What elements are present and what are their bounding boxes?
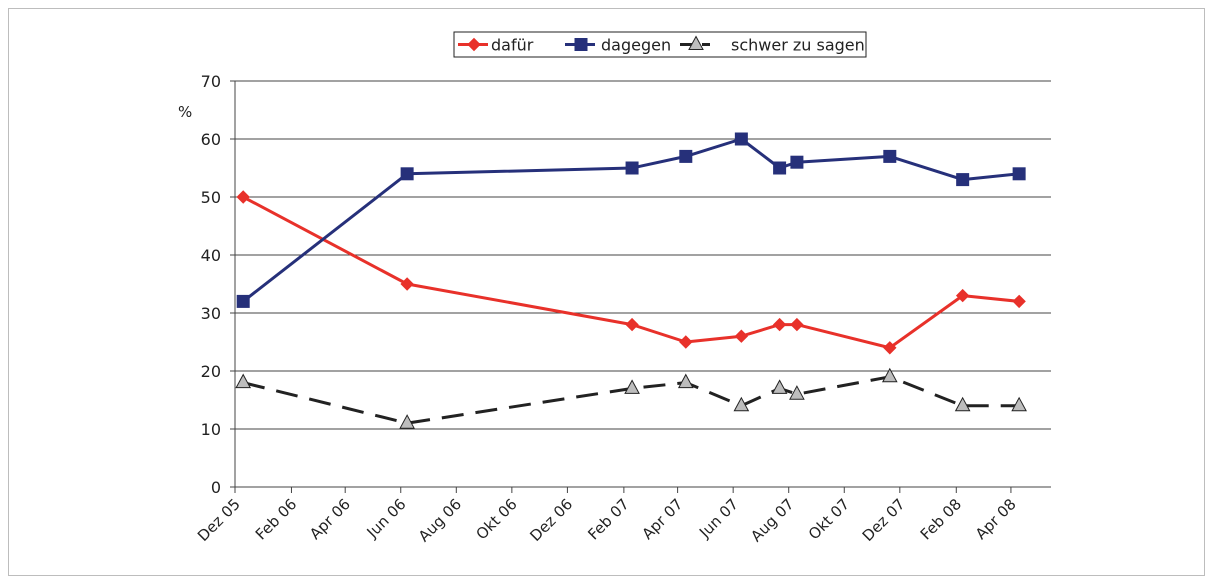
series-2	[236, 132, 1026, 308]
x-tick-label: Apr 07	[638, 495, 686, 543]
legend-box	[453, 31, 867, 58]
data-point	[400, 277, 414, 291]
y-tick-label: 10	[201, 420, 221, 439]
data-point	[1012, 167, 1026, 181]
series-line	[242, 195, 1020, 350]
data-point	[881, 367, 898, 383]
x-tick-label: Aug 06	[415, 495, 465, 545]
data-point	[677, 373, 694, 389]
series-line	[242, 375, 1020, 425]
x-tick-label: Dez 05	[194, 495, 244, 545]
chart-frame	[8, 8, 1205, 576]
x-axis-ticks: Dez 05 Feb 06 Apr 06 Jun 06 Aug 06 Okt 06 Dez …	[194, 487, 1020, 545]
data-point	[790, 317, 804, 332]
legend: dafür dagegen schwer zu sagen	[453, 31, 867, 58]
x-tick-label: Jun 06	[363, 495, 410, 542]
series-line	[242, 137, 1020, 303]
y-axis-ticks: 0 10 20 30 40 50 60 70	[201, 72, 235, 497]
data-point	[1012, 294, 1026, 309]
x-tick-label: Apr 06	[306, 495, 354, 543]
legend-swatch-marker	[467, 37, 481, 52]
x-tick-label: Dez 07	[859, 495, 909, 545]
data-point	[734, 329, 749, 343]
series-1	[236, 190, 1026, 355]
data-point	[679, 149, 693, 163]
data-point	[773, 161, 787, 175]
y-tick-label: 30	[201, 304, 221, 323]
x-tick-label: Apr 08	[972, 495, 1020, 543]
legend-label: dagegen	[601, 36, 671, 55]
x-tick-label: Aug 07	[747, 495, 797, 545]
y-axis-label: %	[178, 103, 192, 121]
x-tick-label: Feb 08	[917, 495, 965, 543]
x-tick-label: Jun 07	[695, 495, 742, 542]
data-point	[625, 161, 639, 175]
legend-swatch-marker	[688, 35, 704, 50]
series-3	[235, 367, 1027, 429]
legend-swatch-marker	[574, 38, 588, 51]
data-point	[236, 190, 250, 204]
x-tick-label: Okt 06	[472, 495, 520, 543]
x-tick-label: Feb 06	[252, 495, 300, 543]
legend-label: dafür	[491, 36, 534, 55]
x-tick-label: Okt 07	[805, 495, 853, 543]
data-point	[399, 414, 415, 429]
data-point	[883, 149, 897, 163]
y-tick-label: 0	[211, 478, 221, 497]
data-point	[771, 379, 788, 394]
data-point	[956, 173, 970, 187]
y-tick-label: 50	[201, 188, 221, 207]
data-point	[772, 317, 787, 332]
data-point	[235, 373, 252, 389]
legend-label: schwer zu sagen	[731, 36, 865, 55]
data-point	[733, 396, 750, 412]
data-point	[625, 317, 639, 332]
series-layer	[235, 132, 1027, 429]
y-tick-label: 20	[201, 362, 221, 381]
data-point	[790, 155, 804, 169]
axes	[234, 81, 1051, 488]
data-point	[789, 385, 805, 400]
gridlines	[235, 80, 1051, 430]
data-point	[955, 288, 970, 303]
data-point	[883, 341, 897, 355]
data-point	[734, 132, 748, 146]
data-point	[400, 167, 414, 181]
data-point	[954, 396, 971, 412]
data-point	[1011, 396, 1027, 412]
data-point	[624, 379, 640, 394]
y-tick-label: 40	[201, 246, 221, 265]
y-tick-label: 60	[201, 130, 221, 149]
x-tick-label: Feb 07	[584, 495, 632, 543]
data-point	[236, 294, 250, 308]
x-tick-label: Dez 06	[526, 495, 576, 545]
data-point	[679, 335, 693, 349]
y-tick-label: 70	[201, 72, 221, 91]
